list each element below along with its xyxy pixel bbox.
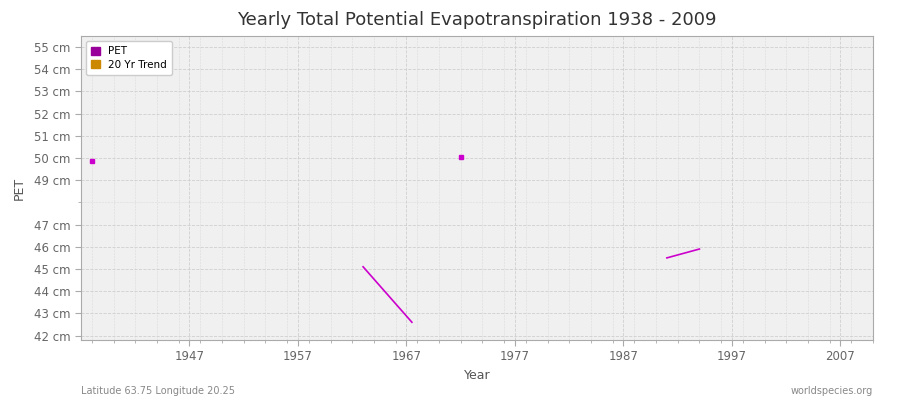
- Text: worldspecies.org: worldspecies.org: [791, 386, 873, 396]
- Text: Latitude 63.75 Longitude 20.25: Latitude 63.75 Longitude 20.25: [81, 386, 235, 396]
- Title: Yearly Total Potential Evapotranspiration 1938 - 2009: Yearly Total Potential Evapotranspiratio…: [238, 11, 716, 29]
- Legend: PET, 20 Yr Trend: PET, 20 Yr Trend: [86, 41, 172, 75]
- Y-axis label: PET: PET: [13, 176, 25, 200]
- X-axis label: Year: Year: [464, 369, 490, 382]
